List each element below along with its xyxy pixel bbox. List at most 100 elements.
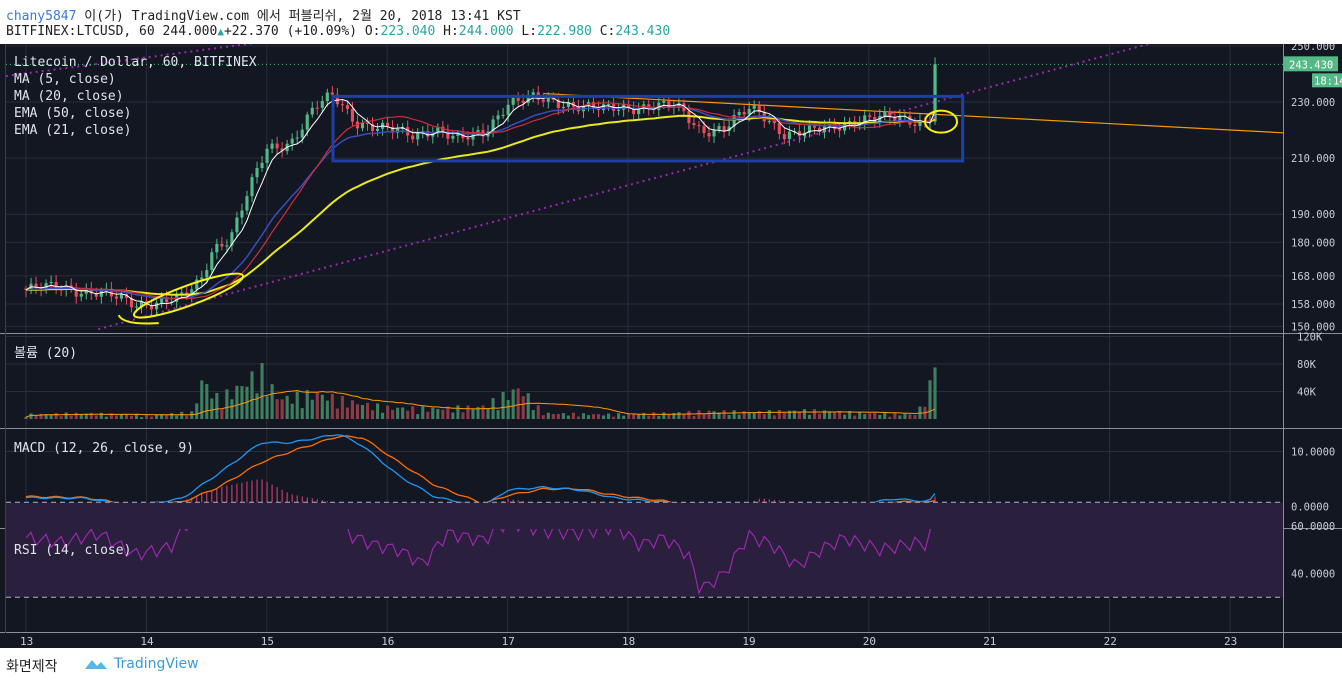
candle-body xyxy=(310,107,314,115)
volume-bar xyxy=(295,391,299,419)
volume-bar xyxy=(124,414,129,419)
volume-bar xyxy=(230,399,234,419)
volume-bar xyxy=(170,413,174,419)
candle-body xyxy=(807,125,812,133)
candle-body xyxy=(446,131,450,139)
volume-bar xyxy=(782,412,786,419)
candle-body xyxy=(210,252,214,271)
volume-bar xyxy=(74,412,78,419)
candle-body xyxy=(516,97,520,101)
current-price-label: 243.430 xyxy=(1289,59,1333,71)
volume-bar xyxy=(612,416,616,419)
candle-body xyxy=(350,108,355,122)
volume-bar xyxy=(481,405,485,419)
volume-bar xyxy=(290,403,294,419)
author-link[interactable]: chany5847 xyxy=(6,9,77,24)
candle-body xyxy=(54,282,58,290)
candle-body xyxy=(375,128,380,131)
volume-bar xyxy=(255,393,259,419)
volume-bar xyxy=(260,362,264,419)
candle-body xyxy=(888,111,892,118)
candle-body xyxy=(742,112,746,115)
candle-body xyxy=(245,196,249,211)
candle-body xyxy=(662,100,666,103)
volume-bar xyxy=(350,400,355,419)
time-tick-label: 14 xyxy=(140,635,154,648)
volume-bar xyxy=(129,415,134,419)
candle-body xyxy=(687,111,691,124)
volume-bar xyxy=(511,389,515,419)
volume-bar xyxy=(581,413,586,419)
rsi-pane xyxy=(6,501,1283,598)
price-change: +22.370 (+10.09%) xyxy=(223,24,358,39)
time-tick-label: 21 xyxy=(983,635,996,648)
time-tick-label: 18 xyxy=(622,635,635,648)
volume-bar xyxy=(250,371,254,419)
volume-bar xyxy=(280,399,284,419)
volume-bar xyxy=(205,384,209,419)
volume-bar xyxy=(486,408,490,419)
candle-body xyxy=(506,104,510,115)
tradingview-link[interactable]: TradingView xyxy=(84,656,199,672)
price-tick-label: 230.000 xyxy=(1291,97,1335,109)
volume-tick-label: 40K xyxy=(1297,387,1317,399)
candle-body xyxy=(722,126,726,131)
candle-body xyxy=(340,104,344,106)
volume-bar xyxy=(456,405,460,419)
volume-bar xyxy=(873,413,877,419)
volume-bar xyxy=(792,410,796,419)
volume-bar xyxy=(104,416,108,419)
volume-bar xyxy=(596,414,601,419)
volume-bar xyxy=(114,415,118,419)
last-candle-body xyxy=(933,64,937,122)
volume-bar xyxy=(742,411,746,419)
volume-bar xyxy=(421,406,425,419)
volume-bar xyxy=(305,390,309,419)
volume-bar xyxy=(536,405,540,419)
candle-body xyxy=(280,148,284,152)
volume-bar xyxy=(300,408,304,419)
candle-body xyxy=(767,121,771,123)
volume-bar xyxy=(195,403,199,419)
ma5-line xyxy=(25,96,936,307)
volume-bar xyxy=(165,414,169,419)
price-chart[interactable]: Litecoin / Dollar, 60, BITFINEX MA (5, cl… xyxy=(0,44,1342,648)
candle-body xyxy=(607,104,611,106)
candle-body xyxy=(240,210,244,218)
caption: 화면제작 xyxy=(6,659,58,675)
volume-bar xyxy=(185,415,189,419)
chart-header: chany5847 이(가) TradingView.com 에서 퍼블리쉬, … xyxy=(0,0,1342,44)
candle-body xyxy=(456,133,460,136)
candle-body xyxy=(139,301,144,307)
candle-body xyxy=(225,245,229,247)
upper-trendline xyxy=(6,44,255,77)
candle-body xyxy=(215,243,219,253)
volume-bar xyxy=(365,402,370,419)
volume-bar xyxy=(617,413,621,419)
volume-bar xyxy=(416,414,420,419)
candle-body xyxy=(777,123,781,134)
volume-bar xyxy=(662,412,666,419)
time-tick-label: 15 xyxy=(261,635,274,648)
candle-body xyxy=(250,177,254,197)
volume-bar xyxy=(556,413,560,419)
volume-bar xyxy=(888,416,892,419)
candle-body xyxy=(325,92,329,102)
candle-body xyxy=(566,102,570,107)
candle-body xyxy=(782,133,786,140)
volume-bar xyxy=(89,412,93,419)
volume-bar xyxy=(180,411,184,419)
volume-bar xyxy=(401,407,405,419)
volume-bar xyxy=(807,414,812,419)
volume-bar xyxy=(335,408,339,419)
volume-bar xyxy=(426,411,430,419)
legend-item: Litecoin / Dollar, 60, BITFINEX xyxy=(14,55,257,70)
volume-bar xyxy=(24,417,28,419)
breakout-circle-annotation xyxy=(132,272,245,319)
support-trendline xyxy=(97,44,1153,331)
low-label: L: xyxy=(521,24,538,39)
volume-bar xyxy=(225,389,229,419)
legend-item: MA (5, close) xyxy=(14,72,116,87)
volume-bar xyxy=(84,413,88,419)
candle-body xyxy=(893,117,897,122)
